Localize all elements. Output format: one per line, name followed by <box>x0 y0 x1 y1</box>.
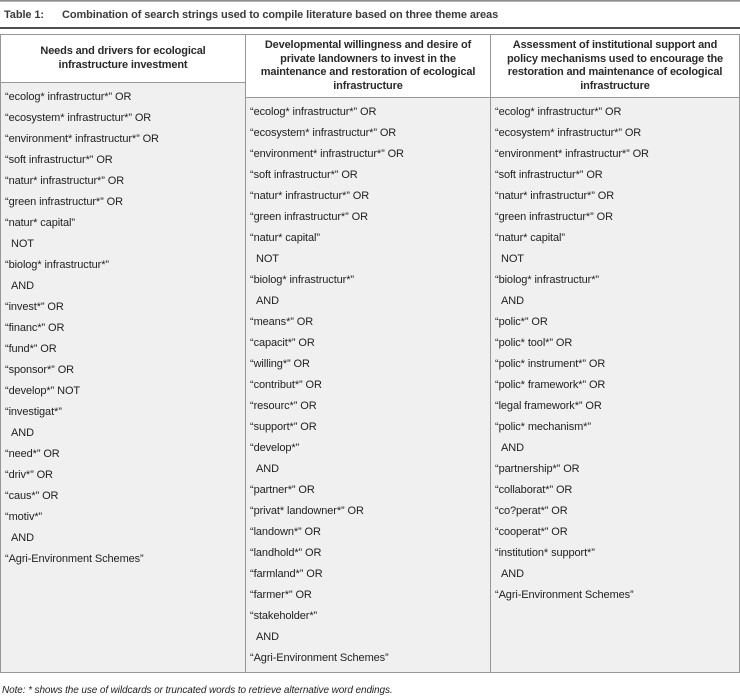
column-header-landowner-willingness: Developmental willingness and desire of … <box>246 35 490 98</box>
search-term: “biolog* infrastructur*” <box>5 259 109 271</box>
table-caption: Table 1: Combination of search strings us… <box>0 2 740 27</box>
search-term: “driv*” OR <box>5 469 53 481</box>
search-term: NOT <box>256 253 279 265</box>
search-term: “legal framework*” OR <box>495 400 602 412</box>
table-column-institutional-support: Assessment of institutional support and … <box>490 35 739 672</box>
table-top-gap <box>0 29 740 34</box>
column-header-institutional-support: Assessment of institutional support and … <box>491 35 739 98</box>
search-term: “green infrastructur*” OR <box>495 211 613 223</box>
search-term: AND <box>501 295 524 307</box>
search-term: “need*” OR <box>5 448 60 460</box>
search-term: “partnership*” OR <box>495 463 580 475</box>
search-term: “natur* infrastructur*” OR <box>495 190 615 202</box>
search-term: “collaborat*” OR <box>495 484 573 496</box>
search-term: NOT <box>501 253 524 265</box>
search-term: “soft infrastructur*” OR <box>495 169 603 181</box>
search-term: “co?perat*” OR <box>495 505 568 517</box>
search-term: “Agri-Environment Schemes” <box>5 553 144 565</box>
search-term: “privat* landowner*” OR <box>250 505 364 517</box>
search-term: “polic*” OR <box>495 316 548 328</box>
table-caption-label: Table 1: <box>4 9 44 21</box>
search-term: “investigat*” <box>5 406 62 418</box>
search-term: “soft infrastructur*” OR <box>5 154 113 166</box>
search-term: “Agri-Environment Schemes” <box>495 589 634 601</box>
table-caption-text: Combination of search strings used to co… <box>62 9 499 21</box>
table-column-needs-drivers: Needs and drivers for ecological infrast… <box>1 35 245 672</box>
search-term: “develop*” NOT <box>5 385 81 397</box>
search-term: “sponsor*” OR <box>5 364 74 376</box>
search-term: AND <box>501 442 524 454</box>
search-term: “ecolog* infrastructur*” OR <box>495 106 622 118</box>
search-term: “environment* infrastructur*” OR <box>250 148 404 160</box>
search-term: AND <box>256 463 279 475</box>
search-term: “invest*” OR <box>5 301 64 313</box>
search-term: “green infrastructur*” OR <box>250 211 368 223</box>
search-term: “polic* tool*” OR <box>495 337 573 349</box>
search-term: “natur* infrastructur*” OR <box>250 190 370 202</box>
search-term: AND <box>256 295 279 307</box>
search-term: “environment* infrastructur*” OR <box>5 133 159 145</box>
search-term: “farmer*” OR <box>250 589 312 601</box>
search-term: “ecolog* infrastructur*” OR <box>250 106 377 118</box>
search-term: “Agri-Environment Schemes” <box>250 652 389 664</box>
search-term: “financ*” OR <box>5 322 65 334</box>
search-term: “polic* framework*” OR <box>495 379 606 391</box>
table-footnote: Note: * shows the use of wildcards or tr… <box>2 685 393 696</box>
table-column-landowner-willingness: Developmental willingness and desire of … <box>245 35 490 672</box>
search-term: “landown*” OR <box>250 526 321 538</box>
search-term: “caus*” OR <box>5 490 59 502</box>
search-term: “soft infrastructur*” OR <box>250 169 358 181</box>
search-term: “polic* mechanism*” <box>495 421 591 433</box>
search-term: “biolog* infrastructur*” <box>495 274 599 286</box>
search-term: “landhold*” OR <box>250 547 322 559</box>
search-term: “means*” OR <box>250 316 314 328</box>
column-body-institutional-support: “ecolog* infrastructur*” OR “ecosystem* i… <box>491 98 739 672</box>
search-strings-table: Needs and drivers for ecological infrast… <box>0 34 740 673</box>
column-body-landowner-willingness: “ecolog* infrastructur*” OR “ecosystem* i… <box>246 98 490 672</box>
search-term: “partner*” OR <box>250 484 315 496</box>
search-term: “polic* instrument*” OR <box>495 358 606 370</box>
search-term: AND <box>501 568 524 580</box>
search-term: “ecosystem* infrastructur*” OR <box>250 127 397 139</box>
search-term: “ecosystem* infrastructur*” OR <box>495 127 642 139</box>
search-term: “cooperat*” OR <box>495 526 568 538</box>
search-term: AND <box>256 631 279 643</box>
search-term: AND <box>11 280 34 292</box>
search-term: AND <box>11 532 34 544</box>
search-term: “capacit*” OR <box>250 337 315 349</box>
page-top-edge <box>0 0 740 2</box>
search-term: “ecolog* infrastructur*” OR <box>5 91 132 103</box>
search-term: “environment* infrastructur*” OR <box>495 148 649 160</box>
search-term: “resourc*” OR <box>250 400 317 412</box>
search-term: “farmland*” OR <box>250 568 323 580</box>
search-term: NOT <box>11 238 34 250</box>
column-header-needs-drivers: Needs and drivers for ecological infrast… <box>1 35 245 83</box>
search-term: “green infrastructur*” OR <box>5 196 123 208</box>
table-top-rule <box>0 27 740 29</box>
search-term: “natur* capital” <box>495 232 565 244</box>
search-term: “natur* capital” <box>250 232 320 244</box>
search-term: “support*” OR <box>250 421 317 433</box>
search-term: “ecosystem* infrastructur*” OR <box>5 112 152 124</box>
search-term: “fund*” OR <box>5 343 57 355</box>
search-term: “natur* infrastructur*” OR <box>5 175 125 187</box>
search-term: “develop*” <box>250 442 300 454</box>
search-term: AND <box>11 427 34 439</box>
search-term: “motiv*” <box>5 511 43 523</box>
search-term: “contribut*” OR <box>250 379 322 391</box>
column-body-needs-drivers: “ecolog* infrastructur*” OR “ecosystem* i… <box>1 83 245 672</box>
search-term: “biolog* infrastructur*” <box>250 274 354 286</box>
search-term: “natur* capital” <box>5 217 75 229</box>
search-term: “willing*” OR <box>250 358 310 370</box>
search-term: “stakeholder*” <box>250 610 318 622</box>
search-term: “institution* support*” <box>495 547 595 559</box>
